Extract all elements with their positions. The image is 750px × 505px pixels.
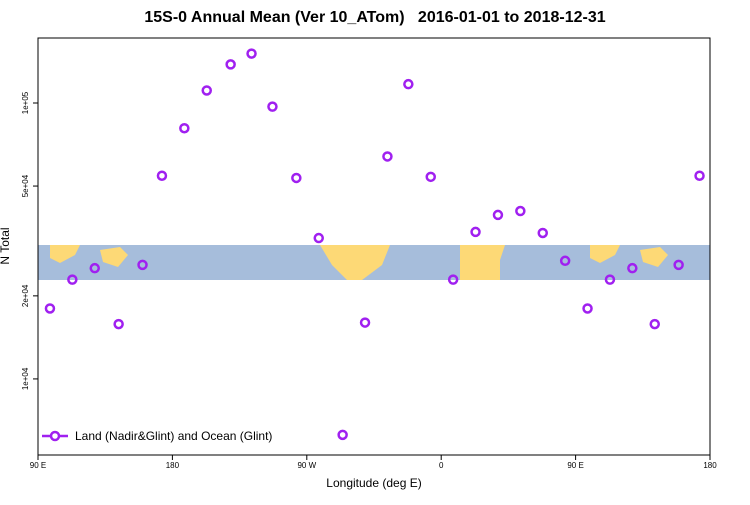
point [67,274,78,285]
chart-title: 15S-0 Annual Mean (Ver 10_ATom) 2016-01-… [144,9,605,26]
point [627,262,638,274]
point [403,78,414,90]
x-tick-label: 180 [166,461,180,470]
x-tick-label: 90 E [30,461,46,470]
point [673,259,684,271]
point [313,232,324,244]
point [44,303,56,314]
point [267,101,278,112]
x-tick-label: 0 [439,461,444,470]
x-tick-label: 180 [703,461,717,470]
map-strip [38,245,710,280]
y-tick-label: 1e+04 [21,367,30,390]
point [447,274,459,285]
x-tick-label: 90 W [297,461,316,470]
plot-frame [37,37,711,456]
x-axis-label: Longitude (deg E) [326,476,421,490]
legend-marker [49,430,61,442]
point [604,274,616,285]
point [156,170,168,181]
point [291,172,302,184]
point [179,122,190,134]
point [113,318,124,330]
point [246,48,257,59]
point [537,227,548,239]
point [89,262,100,274]
point [582,303,593,314]
point [382,151,393,162]
x-tick-label: 90 E [567,461,583,470]
point [359,317,371,328]
point [694,170,705,181]
y-axis-label: N Total [0,227,12,264]
y-tick-label: 5e+04 [21,174,30,197]
point [201,85,212,96]
point [470,226,481,238]
point [225,59,236,70]
point [337,429,348,441]
point [649,318,660,330]
point [425,171,436,183]
y-tick-label: 2e+04 [21,284,30,307]
point [492,209,504,221]
legend-label: Land (Nadir&Glint) and Ocean (Glint) [75,429,272,443]
point [515,205,526,217]
y-tick-label: 1e+05 [21,91,30,114]
point [137,259,148,271]
point [559,255,571,267]
